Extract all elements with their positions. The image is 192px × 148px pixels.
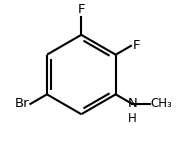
Text: F: F [132,39,140,52]
Text: F: F [78,3,85,16]
Text: H: H [128,112,137,125]
Text: N: N [127,97,137,110]
Text: CH₃: CH₃ [151,97,172,110]
Text: Br: Br [15,97,30,110]
